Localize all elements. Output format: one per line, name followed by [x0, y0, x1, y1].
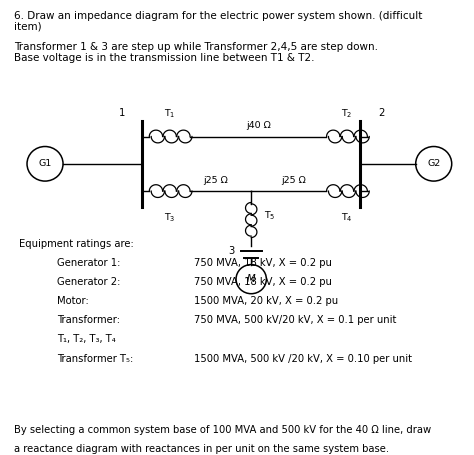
Text: 6. Draw an impedance diagram for the electric power system shown. (difficult: 6. Draw an impedance diagram for the ele… — [14, 11, 423, 21]
Text: 750 MVA, 500 kV/20 kV, X = 0.1 per unit: 750 MVA, 500 kV/20 kV, X = 0.1 per unit — [194, 315, 397, 325]
Text: 750 MVA, 18 kV, X = 0.2 pu: 750 MVA, 18 kV, X = 0.2 pu — [194, 258, 332, 268]
Text: T₁, T₂, T₃, T₄: T₁, T₂, T₃, T₄ — [57, 334, 116, 344]
Text: T$_5$: T$_5$ — [264, 210, 276, 222]
Text: j25 Ω: j25 Ω — [204, 176, 228, 185]
Text: 750 MVA, 18 kV, X = 0.2 pu: 750 MVA, 18 kV, X = 0.2 pu — [194, 277, 332, 287]
Text: Transformer T₅:: Transformer T₅: — [57, 354, 133, 364]
Text: T$_2$: T$_2$ — [341, 108, 353, 120]
Text: Generator 1:: Generator 1: — [57, 258, 120, 268]
Text: j25 Ω: j25 Ω — [281, 176, 306, 185]
Text: j40 Ω: j40 Ω — [246, 121, 271, 130]
Text: T$_3$: T$_3$ — [164, 211, 175, 223]
Text: Motor:: Motor: — [57, 296, 89, 306]
Text: G2: G2 — [427, 159, 440, 168]
Text: a reactance diagram with reactances in per unit on the same system base.: a reactance diagram with reactances in p… — [14, 444, 389, 454]
Text: Equipment ratings are:: Equipment ratings are: — [19, 239, 134, 249]
Text: T$_4$: T$_4$ — [341, 211, 353, 223]
Text: item): item) — [14, 22, 42, 32]
Text: M: M — [247, 274, 255, 284]
Text: 1500 MVA, 20 kV, X = 0.2 pu: 1500 MVA, 20 kV, X = 0.2 pu — [194, 296, 338, 306]
Text: By selecting a common system base of 100 MVA and 500 kV for the 40 Ω line, draw: By selecting a common system base of 100… — [14, 425, 431, 435]
Text: T$_1$: T$_1$ — [164, 108, 175, 120]
Text: 1500 MVA, 500 kV /20 kV, X = 0.10 per unit: 1500 MVA, 500 kV /20 kV, X = 0.10 per un… — [194, 354, 412, 364]
Text: Base voltage is in the transmission line between T1 & T2.: Base voltage is in the transmission line… — [14, 53, 315, 63]
Text: 1: 1 — [119, 108, 126, 118]
Text: 3: 3 — [228, 247, 235, 256]
Text: Transformer:: Transformer: — [57, 315, 120, 325]
Text: Transformer 1 & 3 are step up while Transformer 2,4,5 are step down.: Transformer 1 & 3 are step up while Tran… — [14, 42, 378, 52]
Text: Generator 2:: Generator 2: — [57, 277, 120, 287]
Text: 2: 2 — [378, 108, 384, 118]
Text: G1: G1 — [38, 159, 52, 168]
